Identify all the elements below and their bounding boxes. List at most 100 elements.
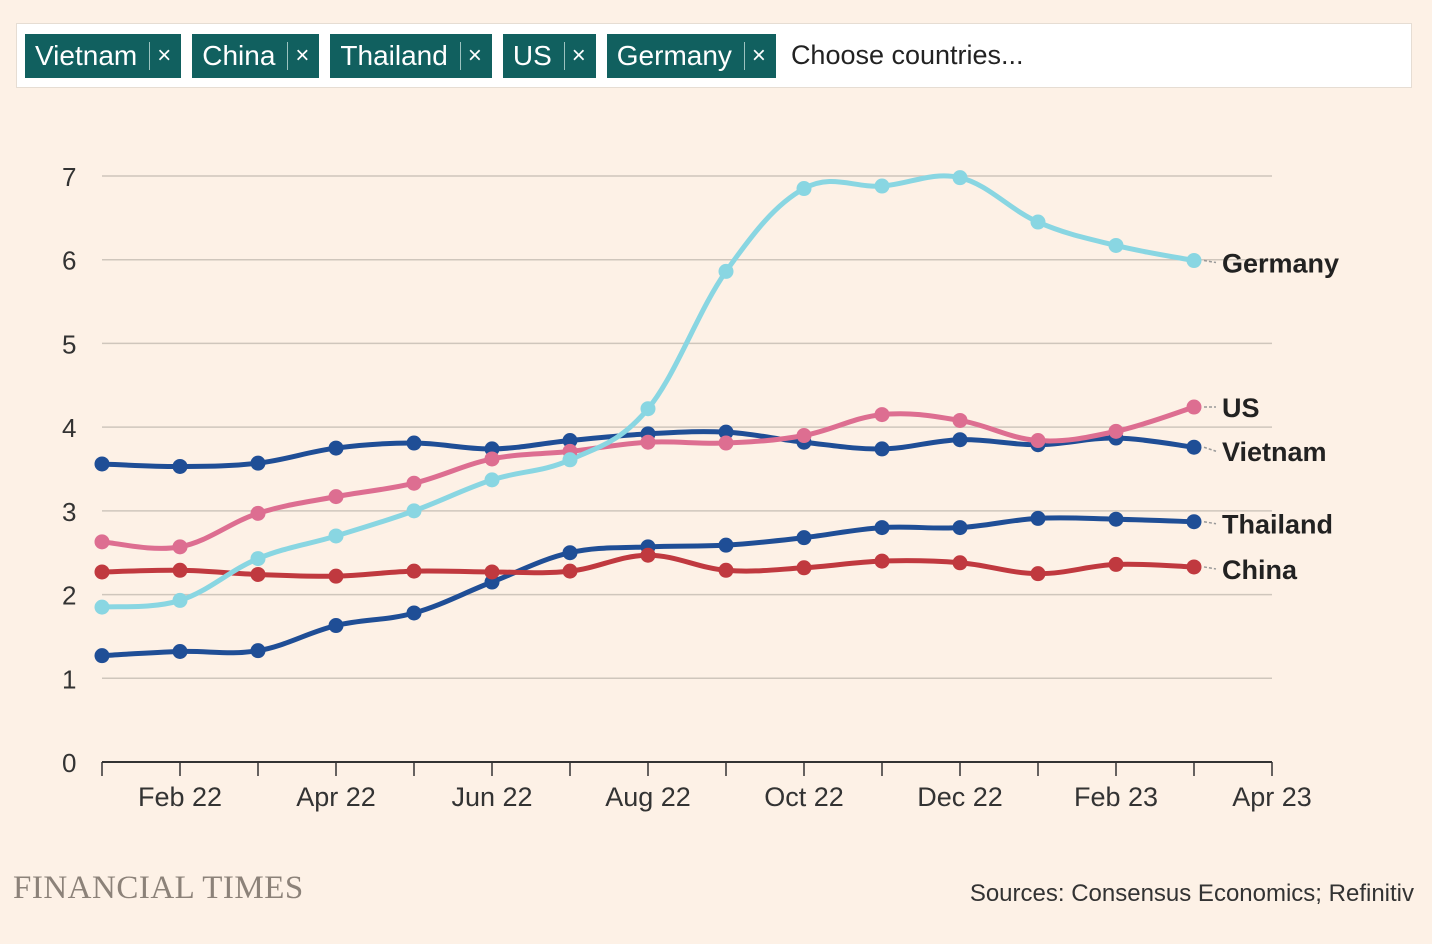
chip-thailand[interactable]: Thailand ×	[330, 33, 492, 78]
remove-icon[interactable]: ×	[157, 41, 172, 69]
y-tick-label: 3	[62, 497, 76, 527]
remove-icon[interactable]: ×	[751, 41, 766, 69]
end-label-china: China	[1222, 555, 1298, 585]
y-tick-label: 0	[62, 748, 76, 778]
series-line-thailand	[99, 515, 1197, 659]
data-point-china	[874, 553, 890, 569]
gridlines	[102, 175, 1272, 680]
chip-label: Vietnam	[35, 39, 138, 71]
data-point-germany	[172, 592, 188, 608]
x-tick-label: Oct 22	[764, 782, 844, 812]
data-point-us	[640, 434, 656, 450]
data-point-germany	[562, 452, 578, 468]
x-tick-label: Aug 22	[605, 782, 691, 812]
end-label-germany: Germany	[1222, 249, 1339, 279]
data-point-china	[1186, 559, 1202, 575]
data-point-vietnam	[1186, 439, 1202, 455]
y-tick-label: 7	[62, 162, 76, 192]
data-point-us	[484, 451, 500, 467]
data-point-thailand	[250, 643, 266, 659]
series-line-germany	[99, 173, 1197, 610]
remove-icon[interactable]: ×	[295, 41, 310, 69]
data-point-china	[640, 547, 656, 563]
data-point-us	[172, 539, 188, 555]
data-point-china	[952, 555, 968, 571]
chip-divider	[563, 41, 565, 70]
data-point-china	[328, 568, 344, 584]
chip-china[interactable]: China ×	[192, 33, 320, 78]
data-point-thailand	[952, 520, 968, 536]
data-point-vietnam	[172, 458, 188, 474]
data-point-germany	[1030, 214, 1046, 230]
x-tick-label: Feb 23	[1074, 782, 1158, 812]
data-point-vietnam	[874, 441, 890, 457]
y-tick-label: 2	[62, 581, 76, 611]
data-point-thailand	[562, 545, 578, 561]
chip-vietnam[interactable]: Vietnam ×	[25, 33, 182, 78]
x-tick-label: Jun 22	[451, 782, 532, 812]
chip-divider	[743, 41, 745, 70]
data-point-us	[94, 534, 110, 550]
data-point-vietnam	[718, 424, 734, 440]
country-search-input[interactable]: Choose countries...	[790, 40, 1024, 70]
y-axis-ticks: 0 1 2 3 4 5 6 7	[62, 162, 76, 778]
data-point-china	[796, 560, 812, 576]
chip-divider	[149, 41, 151, 70]
chip-us[interactable]: US ×	[502, 33, 596, 78]
end-label-us: US	[1222, 393, 1260, 423]
data-point-china	[484, 564, 500, 580]
data-point-thailand	[1030, 510, 1046, 526]
end-label-vietnam: Vietnam	[1222, 437, 1327, 467]
data-point-us	[952, 412, 968, 428]
x-tick-label: Dec 22	[917, 782, 1003, 812]
data-point-germany	[484, 472, 500, 488]
data-point-vietnam	[562, 433, 578, 449]
series-end-labels: Germany US Vietnam Thailand China	[1203, 249, 1339, 585]
data-point-thailand	[718, 537, 734, 553]
end-label-leader	[1203, 446, 1217, 452]
data-point-germany	[1186, 253, 1202, 269]
data-point-germany	[94, 599, 110, 615]
chip-germany[interactable]: Germany ×	[606, 33, 776, 78]
data-point-us	[1186, 399, 1202, 415]
data-point-thailand	[94, 648, 110, 664]
chip-label: China	[202, 39, 276, 71]
data-point-china	[94, 564, 110, 580]
data-point-china	[406, 563, 422, 579]
data-point-germany	[874, 178, 890, 194]
data-point-germany	[1108, 237, 1124, 253]
source-note: Sources: Consensus Economics; Refinitiv	[969, 880, 1414, 907]
country-selector[interactable]: Vietnam × China × Thailand × US × German…	[16, 23, 1412, 88]
x-axis-ticks: Feb 22 Apr 22 Jun 22 Aug 22 Oct 22 Dec 22 Feb …	[138, 782, 1312, 812]
end-label-leader	[1203, 521, 1217, 525]
remove-icon[interactable]: ×	[467, 41, 482, 69]
data-point-vietnam	[952, 432, 968, 448]
data-point-germany	[406, 503, 422, 519]
end-label-leader	[1203, 259, 1217, 264]
y-tick-label: 6	[62, 246, 76, 276]
data-point-china	[250, 566, 266, 582]
end-label-thailand: Thailand	[1222, 510, 1333, 540]
y-tick-label: 4	[62, 413, 76, 443]
y-tick-label: 5	[62, 329, 76, 359]
data-point-thailand	[172, 643, 188, 659]
data-point-thailand	[1186, 514, 1202, 530]
data-point-us	[328, 489, 344, 505]
data-point-china	[172, 562, 188, 578]
y-tick-label: 1	[62, 664, 76, 694]
data-point-us	[1108, 423, 1124, 439]
data-point-vietnam	[328, 440, 344, 456]
end-label-leader	[1203, 566, 1217, 570]
chip-label: Germany	[616, 39, 732, 71]
data-point-us	[250, 505, 266, 521]
ft-logo: FINANCIAL TIMES	[13, 870, 304, 906]
chip-divider	[287, 41, 289, 70]
data-point-china	[718, 562, 734, 578]
data-point-thailand	[328, 618, 344, 634]
x-axis	[101, 761, 1273, 776]
data-point-germany	[250, 551, 266, 567]
data-point-us	[718, 435, 734, 451]
data-point-germany	[796, 181, 812, 197]
remove-icon[interactable]: ×	[571, 41, 586, 69]
data-point-china	[1030, 566, 1046, 582]
